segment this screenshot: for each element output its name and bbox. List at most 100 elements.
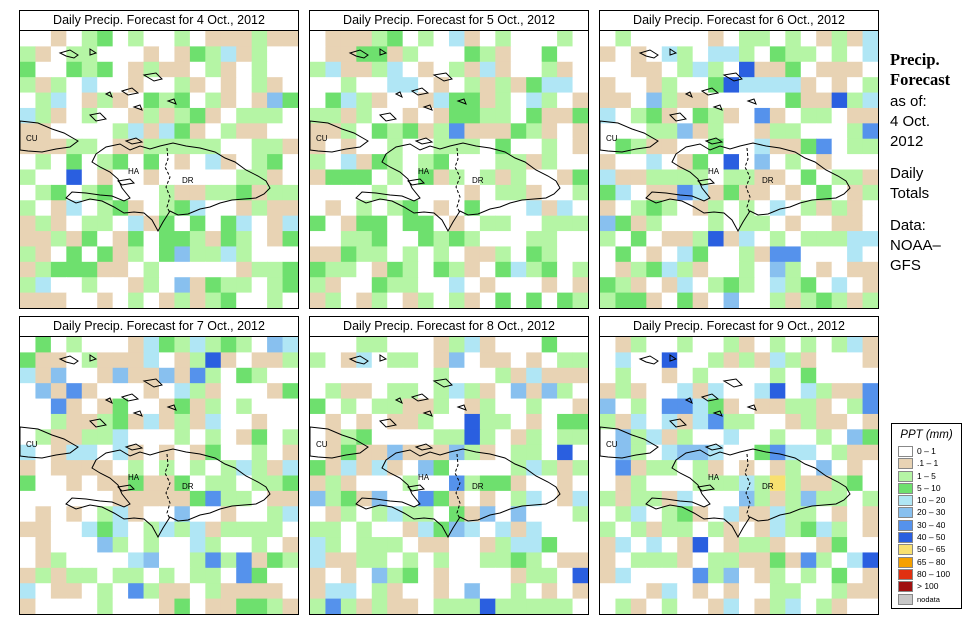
grid-cell [66,490,83,507]
grid-cell [800,398,817,415]
grid-cell [479,429,496,446]
grid-cell [205,200,222,217]
grid-cell [174,154,191,171]
grid-cell [128,261,145,278]
grid-cell [433,246,450,263]
grid-cell [510,337,527,353]
grid-cell [769,567,786,584]
grid-cell [646,398,663,415]
grid-cell [615,61,632,78]
grid-cell [112,92,129,109]
legend-label: 65 – 80 [917,556,946,567]
grid-cell [81,583,98,600]
grid-cell [800,429,817,446]
grid-cell [251,184,268,201]
legend-swatch [898,495,913,507]
grid-cell [677,398,694,415]
grid-cell [739,92,756,109]
grid-cell [800,352,817,369]
grid-cell [112,46,129,63]
grid-cell [615,583,632,600]
grid-cell [800,123,817,140]
grid-cell [526,583,543,600]
islet-coastline [456,98,467,105]
grid-cell [143,398,160,415]
grid-cell [267,246,284,263]
grid-cell [433,31,450,47]
legend-swatch [898,507,913,519]
grid-cell [692,490,709,507]
grid-cell [754,215,771,232]
grid-cell [495,246,512,263]
grid-cell [769,107,786,124]
grid-cell [615,367,632,384]
grid-cell [847,231,864,248]
grid-cell [449,277,466,294]
grid-cell [356,292,373,308]
grid-cell [282,398,298,415]
grid-cell [97,429,114,446]
grid-cell [371,107,388,124]
grid-cell [174,444,191,461]
grid-cell [785,413,802,430]
grid-cell [847,292,864,308]
grid-cell [600,352,617,369]
grid-cell [282,383,298,400]
grid-cell [646,107,663,124]
grid-cell [630,138,647,155]
islet-coastline [668,112,688,122]
grid-cell [449,490,466,507]
grid-cell [816,567,833,584]
grid-cell [661,567,678,584]
grid-cell [267,61,284,78]
grid-cell [35,506,52,523]
grid-cell [97,46,114,63]
grid-cell [800,567,817,584]
grid-cell [816,521,833,538]
grid-cell [510,31,527,47]
grid-cell [677,475,694,492]
grid-cell [677,92,694,109]
grid-cell [418,521,435,538]
grid-cell [340,506,357,523]
legend-swatch [898,482,913,494]
grid-cell [630,367,647,384]
panel-title: Daily Precip. Forecast for 8 Oct., 2012 [309,316,589,337]
grid-cell [251,429,268,446]
grid-cell [600,413,617,430]
grid-cell [526,61,543,78]
islet-coastline [410,87,430,96]
islet-coastline [379,48,388,56]
grid-cell [356,215,373,232]
grid-cell [205,261,222,278]
grid-cell [677,429,694,446]
grid-cell [387,277,404,294]
grid-cell [723,383,740,400]
grid-cell [50,215,67,232]
grid-cell [692,413,709,430]
data-line-2: NOAA– [890,237,941,254]
grid-cell [572,61,588,78]
grid-cell [754,123,771,140]
grid-cell [739,261,756,278]
grid-cell [723,598,740,614]
grid-cell [282,246,298,263]
grid-cell [769,246,786,263]
grid-cell [600,154,617,171]
grid-cell [189,277,206,294]
grid-cell [769,292,786,308]
grid-cell [97,444,114,461]
grid-cell [862,444,878,461]
grid-cell [510,475,527,492]
grid-cell [708,337,725,353]
grid-cell [510,231,527,248]
grid-cell [464,552,481,569]
grid-cell [800,92,817,109]
grid-cell [630,444,647,461]
grid-cell [723,154,740,171]
grid-cell [236,598,253,614]
grid-cell [661,506,678,523]
grid-cell [66,277,83,294]
grid-cell [847,367,864,384]
grid-cell [661,277,678,294]
